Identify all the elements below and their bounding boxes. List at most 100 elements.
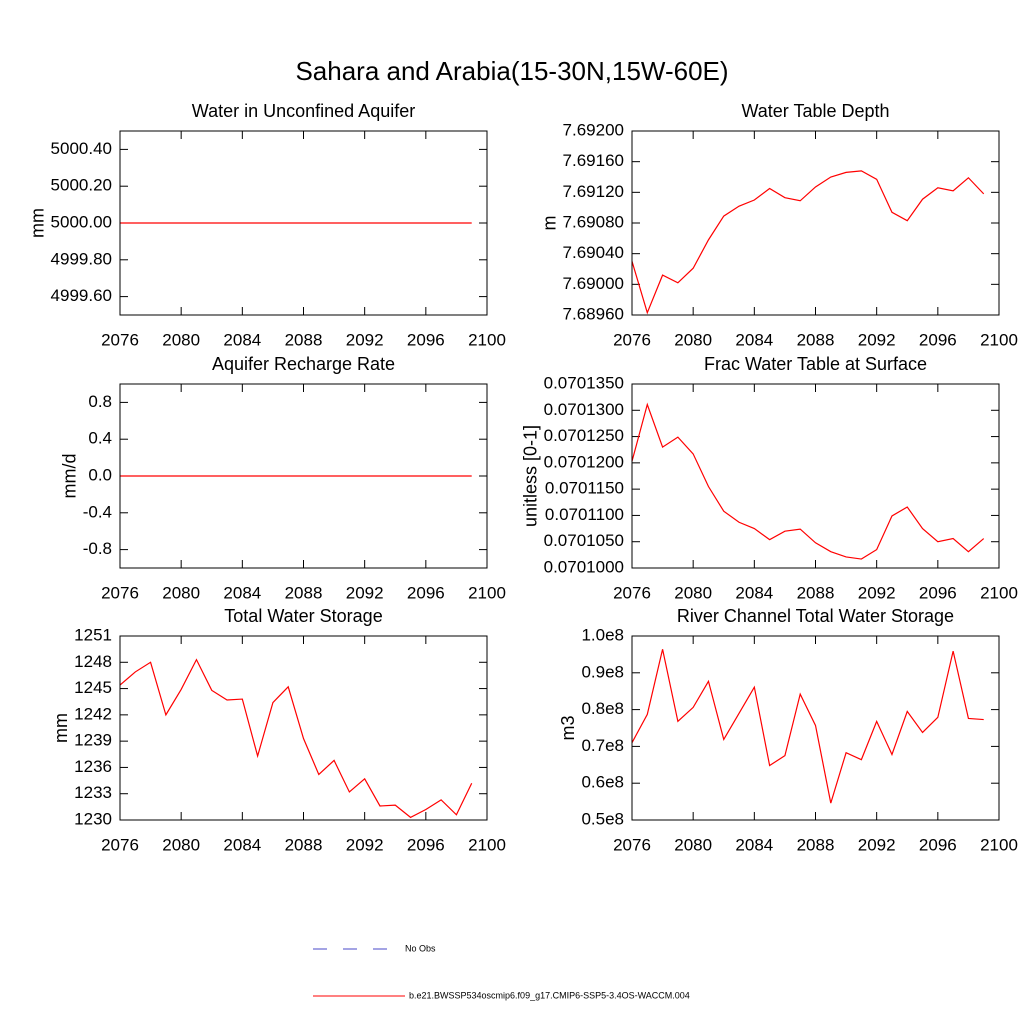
y-tick-label: 0.0701250 <box>544 426 624 445</box>
y-tick-label: 5000.40 <box>51 139 112 158</box>
y-tick-label: 1242 <box>74 704 112 723</box>
y-tick-label: 0.0701100 <box>545 505 624 524</box>
plot-frame <box>119 635 488 821</box>
x-tick-label: 2076 <box>101 583 139 602</box>
y-tick-label: 0.6e8 <box>581 773 624 792</box>
x-tick-label: 2100 <box>468 835 506 854</box>
panel: Aquifer Recharge Rate -0.8 -0.4 0.0 0.4 0.8 20… <box>59 354 505 603</box>
panel: Total Water Storage 1230 1233 1236 1239 1242 1… <box>51 606 506 855</box>
y-tick-label: 1248 <box>74 652 112 671</box>
y-tick-label: 5000.00 <box>51 212 112 231</box>
panel: River Channel Total Water Storage 0.5e8 0.… <box>558 606 1018 855</box>
x-tick-label: 2080 <box>162 330 200 349</box>
x-tick-label: 2096 <box>407 330 445 349</box>
y-tick-label: 0.0701300 <box>544 400 624 419</box>
y-tick-label: 7.68960 <box>563 304 624 323</box>
x-tick-label: 2088 <box>797 835 835 854</box>
x-tick-label: 2084 <box>223 583 261 602</box>
y-tick-label: 7.69080 <box>563 212 624 231</box>
x-tick-label: 2080 <box>674 835 712 854</box>
data-line <box>631 402 985 560</box>
y-tick-label: 1233 <box>74 783 112 802</box>
x-tick-label: 2084 <box>735 583 773 602</box>
x-tick-label: 2092 <box>346 835 384 854</box>
y-axis-label: mm <box>27 208 47 238</box>
panel: Water Table Depth 7.68960 7.69000 7.69040 7.… <box>539 101 1018 350</box>
y-tick-label: 7.69000 <box>563 274 624 293</box>
plot-frame <box>119 383 488 569</box>
legend-label: b.e21.BWSSP534oscmip6.f09_g17.CMIP6-SSP5… <box>409 990 690 1000</box>
y-tick-label: 1230 <box>74 809 112 828</box>
panel-title: Aquifer Recharge Rate <box>212 354 395 374</box>
x-tick-label: 2076 <box>101 330 139 349</box>
legend-label: No Obs <box>405 943 436 953</box>
x-tick-label: 2080 <box>674 330 712 349</box>
x-tick-label: 2088 <box>285 835 323 854</box>
x-tick-label: 2076 <box>613 583 651 602</box>
y-tick-label: 0.0 <box>88 465 112 484</box>
x-tick-label: 2092 <box>346 330 384 349</box>
y-tick-label: 1239 <box>74 731 112 750</box>
y-tick-label: 1.0e8 <box>581 625 624 644</box>
y-tick-label: 4999.80 <box>51 249 112 268</box>
x-tick-label: 2080 <box>162 583 200 602</box>
plot-frame <box>631 130 1000 316</box>
panel-title: Water Table Depth <box>741 101 889 121</box>
x-tick-label: 2084 <box>735 330 773 349</box>
x-tick-label: 2092 <box>858 583 896 602</box>
y-axis-label: unitless [0-1] <box>520 425 540 527</box>
y-tick-label: 7.69120 <box>563 182 624 201</box>
y-tick-label: 0.9e8 <box>581 662 624 681</box>
y-tick-label: 0.4 <box>88 429 112 448</box>
y-tick-label: 0.7e8 <box>581 736 624 755</box>
plot-frame <box>119 130 488 316</box>
panel-title: Total Water Storage <box>224 606 382 626</box>
data-line <box>631 649 984 804</box>
x-tick-label: 2096 <box>919 330 957 349</box>
data-line <box>119 658 473 819</box>
x-tick-label: 2084 <box>735 835 773 854</box>
x-tick-label: 2100 <box>468 583 506 602</box>
y-tick-label: -0.4 <box>83 502 112 521</box>
y-tick-label: 0.0701050 <box>544 531 624 550</box>
x-tick-label: 2088 <box>285 583 323 602</box>
x-tick-label: 2096 <box>919 583 957 602</box>
y-tick-label: 5000.20 <box>51 176 112 195</box>
y-tick-label: 7.69160 <box>563 151 624 170</box>
x-tick-label: 2100 <box>980 330 1018 349</box>
panel: Water in Unconfined Aquifer 4999.60 4999.8… <box>27 101 506 350</box>
y-axis-label: m <box>539 216 559 231</box>
y-tick-label: 1236 <box>74 757 112 776</box>
x-tick-label: 2088 <box>285 330 323 349</box>
y-tick-label: 0.0701200 <box>544 452 624 471</box>
y-tick-label: 1251 <box>74 625 112 644</box>
y-axis-label: mm/d <box>59 454 79 499</box>
y-tick-label: 7.69200 <box>563 120 624 139</box>
x-tick-label: 2096 <box>407 583 445 602</box>
plot-frame <box>631 383 1000 569</box>
x-tick-label: 2100 <box>980 835 1018 854</box>
panel-title: Water in Unconfined Aquifer <box>192 101 415 121</box>
y-tick-label: 0.5e8 <box>581 809 624 828</box>
x-tick-label: 2088 <box>797 330 835 349</box>
panel-title: River Channel Total Water Storage <box>677 606 954 626</box>
y-axis-label: m3 <box>558 715 578 740</box>
x-tick-label: 2096 <box>407 835 445 854</box>
y-tick-label: 0.0701350 <box>544 373 624 392</box>
figure-title: Sahara and Arabia(15-30N,15W-60E) <box>295 56 728 86</box>
x-tick-label: 2080 <box>674 583 712 602</box>
x-tick-label: 2084 <box>223 330 261 349</box>
plot-frame <box>631 635 1000 821</box>
x-tick-label: 2084 <box>223 835 261 854</box>
x-tick-label: 2092 <box>858 330 896 349</box>
panel-title: Frac Water Table at Surface <box>704 354 927 374</box>
x-tick-label: 2096 <box>919 835 957 854</box>
panel: Frac Water Table at Surface 0.0701000 0.07… <box>520 354 1018 603</box>
y-tick-label: 0.8 <box>88 392 112 411</box>
x-tick-label: 2100 <box>468 330 506 349</box>
y-tick-label: -0.8 <box>83 539 112 558</box>
x-tick-label: 2088 <box>797 583 835 602</box>
x-tick-label: 2092 <box>858 835 896 854</box>
y-tick-label: 0.0701000 <box>544 557 624 576</box>
